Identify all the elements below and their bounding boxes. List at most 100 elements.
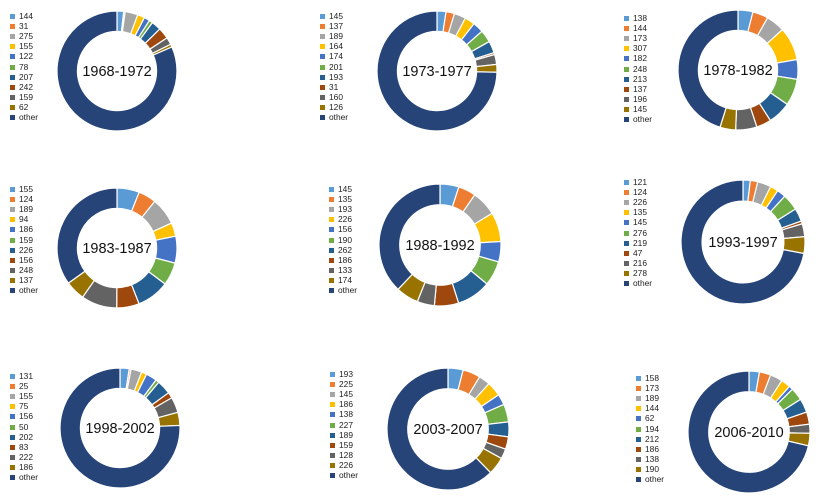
legend-swatch [10, 404, 15, 410]
legend-label: 137 [633, 83, 647, 94]
legend-label: 135 [633, 207, 647, 218]
legend-swatch [329, 267, 334, 273]
legend-swatch [636, 446, 641, 452]
legend-label: 50 [19, 421, 29, 432]
legend-swatch [320, 74, 325, 80]
legend-swatch [10, 257, 15, 263]
legend-swatch [624, 66, 629, 72]
donut-slice-other [687, 370, 810, 494]
legend-swatch [330, 402, 335, 408]
legend-swatch [10, 277, 15, 283]
legend-label: 242 [19, 81, 33, 92]
legend-swatch [624, 240, 629, 246]
legend-swatch [10, 44, 15, 50]
legend-label: 226 [19, 244, 33, 255]
legend-label: 62 [19, 101, 29, 112]
legend-swatch [330, 412, 335, 418]
legend-swatch [624, 270, 629, 276]
legend-swatch [329, 288, 334, 293]
legend-label: other [645, 474, 665, 484]
legend-swatch [10, 414, 15, 420]
chart-title: 1998-2002 [85, 421, 154, 437]
legend-swatch [10, 434, 15, 440]
legend-swatch [10, 197, 15, 203]
legend-swatch [636, 436, 641, 442]
legend-swatch [10, 384, 15, 390]
legend-swatch [330, 432, 335, 438]
legend-label: 155 [19, 391, 33, 402]
donut-slice-other [376, 10, 498, 132]
legend-swatch [624, 180, 629, 185]
legend-swatch [330, 372, 335, 377]
legend-swatch [624, 260, 629, 266]
legend-label: 226 [339, 459, 353, 470]
legend-swatch [320, 104, 325, 110]
legend-label: 202 [19, 431, 33, 442]
legend-label: 138 [633, 13, 647, 23]
donut-chart: 1978-1982 [677, 9, 799, 131]
legend-swatch [10, 475, 15, 480]
legend-label: 186 [645, 443, 659, 454]
legend-swatch [330, 462, 335, 468]
donut-slice-other [56, 187, 118, 284]
legend-label: 174 [329, 51, 343, 62]
legend-label: other [19, 112, 39, 122]
legend-label: 138 [339, 409, 353, 420]
legend-swatch [10, 464, 15, 470]
legend-swatch [636, 406, 641, 412]
chart-title: 1993-1997 [708, 235, 777, 251]
legend-swatch [624, 76, 629, 82]
legend-swatch [10, 94, 15, 100]
legend-label: 225 [339, 379, 353, 390]
legend-label: 155 [19, 41, 33, 52]
legend-swatch [10, 34, 15, 40]
legend-swatch [10, 64, 15, 70]
legend-swatch [329, 197, 334, 203]
legend-label: 135 [338, 194, 352, 205]
legend-swatch [320, 64, 325, 70]
donut-chart: 1993-1997 [680, 179, 806, 305]
donut-chart: 2003-2007 [386, 367, 510, 491]
legend-swatch [10, 207, 15, 213]
legend-swatch [624, 106, 629, 112]
legend-label: 62 [645, 413, 655, 424]
chart-title: 1968-1972 [82, 64, 151, 80]
legend-swatch [329, 207, 334, 213]
legend-swatch [320, 84, 325, 90]
legend-label: 222 [19, 451, 33, 462]
legend-label: 126 [329, 101, 343, 112]
legend-label: 159 [19, 91, 33, 102]
legend-swatch [320, 94, 325, 100]
legend-swatch [10, 394, 15, 400]
legend-label: 47 [633, 247, 643, 258]
legend-swatch [320, 34, 325, 40]
legend-label: 145 [338, 184, 352, 194]
legend-label: 173 [633, 33, 647, 44]
legend-label: 75 [19, 401, 29, 412]
legend-label: 25 [19, 381, 29, 392]
legend-label: 194 [645, 423, 659, 434]
legend-swatch [329, 237, 334, 243]
legend-swatch [624, 117, 629, 122]
legend-label: 186 [19, 224, 33, 235]
legend-label: 122 [19, 51, 33, 62]
legend-label: 128 [339, 449, 353, 460]
legend-label: 213 [633, 73, 647, 84]
chart-title: 1973-1977 [402, 64, 471, 80]
legend-label: 216 [633, 257, 647, 268]
legend-swatch [10, 14, 15, 19]
legend-swatch [10, 115, 15, 120]
legend-swatch [636, 396, 641, 402]
legend-label: 156 [338, 224, 352, 235]
legend-label: 155 [19, 184, 33, 194]
legend-label: 159 [339, 439, 353, 450]
legend-label: 131 [19, 371, 33, 381]
legend-label: 144 [645, 403, 659, 414]
donut-chart: 1998-2002 [59, 367, 181, 489]
legend-swatch [624, 16, 629, 21]
legend-label: 31 [329, 81, 339, 92]
legend-label: other [339, 470, 359, 480]
legend-label: 189 [19, 204, 33, 215]
legend-swatch [636, 456, 641, 462]
legend-label: 159 [19, 234, 33, 245]
